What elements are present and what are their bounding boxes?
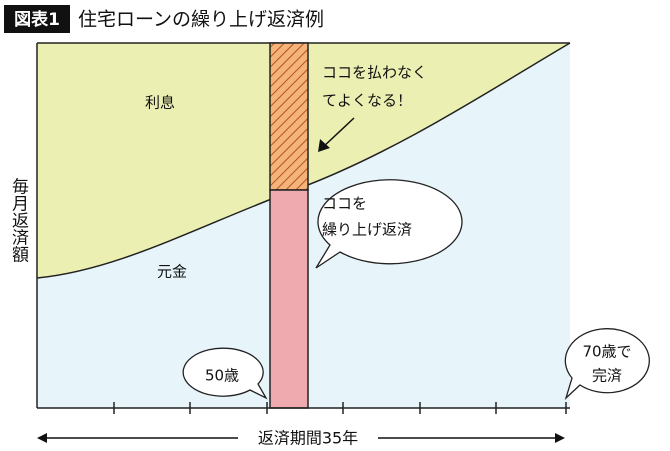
callout-end-age-2: 完済 — [592, 367, 622, 385]
badge-box — [4, 5, 70, 33]
start-bubble — [182, 347, 268, 400]
x-axis-label: 返済期間35年 — [258, 429, 358, 448]
interest-label: 利息 — [145, 94, 175, 112]
callout-prepay-2: 繰り上げ返済 — [322, 221, 412, 239]
badge: 図表1 — [14, 9, 60, 30]
y-axis-label: 毎月返済額 — [8, 177, 29, 262]
callout-no-need-2: てよくなる！ — [322, 92, 412, 110]
callout-start-age: 50歳 — [205, 367, 239, 385]
saved-interest — [269, 42, 309, 191]
principal-label: 元金 — [157, 263, 187, 281]
title: 住宅ローンの繰り上げ返済例 — [78, 9, 324, 31]
end-bubble — [564, 328, 650, 401]
pointer-arrow — [321, 117, 355, 149]
callout-no-need-1: ココを払わなく — [322, 64, 427, 82]
callout-end-age-1: 70歳で — [582, 343, 631, 361]
prepaid-principal — [269, 189, 309, 409]
prepay-bubble — [315, 179, 463, 269]
ticks — [113, 402, 567, 414]
callout-prepay-1: ココを — [322, 195, 367, 213]
pointer-head — [318, 139, 330, 152]
